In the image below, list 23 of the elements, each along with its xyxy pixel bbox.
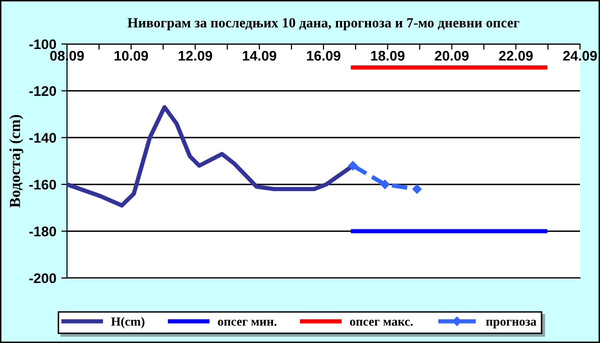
y-axis-title: Водостај (cm) <box>9 114 24 208</box>
x-tick-label: 20.09 <box>434 50 469 61</box>
legend-label: опсег макс. <box>350 320 413 326</box>
x-tick-label: 14.09 <box>242 50 276 61</box>
y-tick-label: -180 <box>29 226 56 236</box>
point <box>380 180 390 190</box>
x-tick-label: 10.09 <box>114 50 148 61</box>
point <box>412 184 422 194</box>
legend-label: H(cm) <box>111 316 144 328</box>
legend-label: прогноза <box>486 320 536 328</box>
x-tick-label: 24.09 <box>563 50 597 61</box>
x-tick-label: 16.09 <box>307 50 340 61</box>
y-tick-label: -100 <box>29 39 56 50</box>
x-tick-label: 18.09 <box>371 50 404 61</box>
y-tick-label: -140 <box>29 132 56 143</box>
y-tick-label: -160 <box>29 180 56 190</box>
point <box>348 161 358 170</box>
x-tick-label: 12.09 <box>178 50 212 61</box>
x-tick-label: 22.09 <box>498 50 533 61</box>
chart-title: Нивограм за последњих 10 дана, прогноза и 7-мо дневни опсег <box>128 18 520 30</box>
legend-label: опсег мин. <box>218 320 276 326</box>
y-tick-label: -120 <box>29 86 56 96</box>
y-tick-label: -200 <box>29 273 56 284</box>
